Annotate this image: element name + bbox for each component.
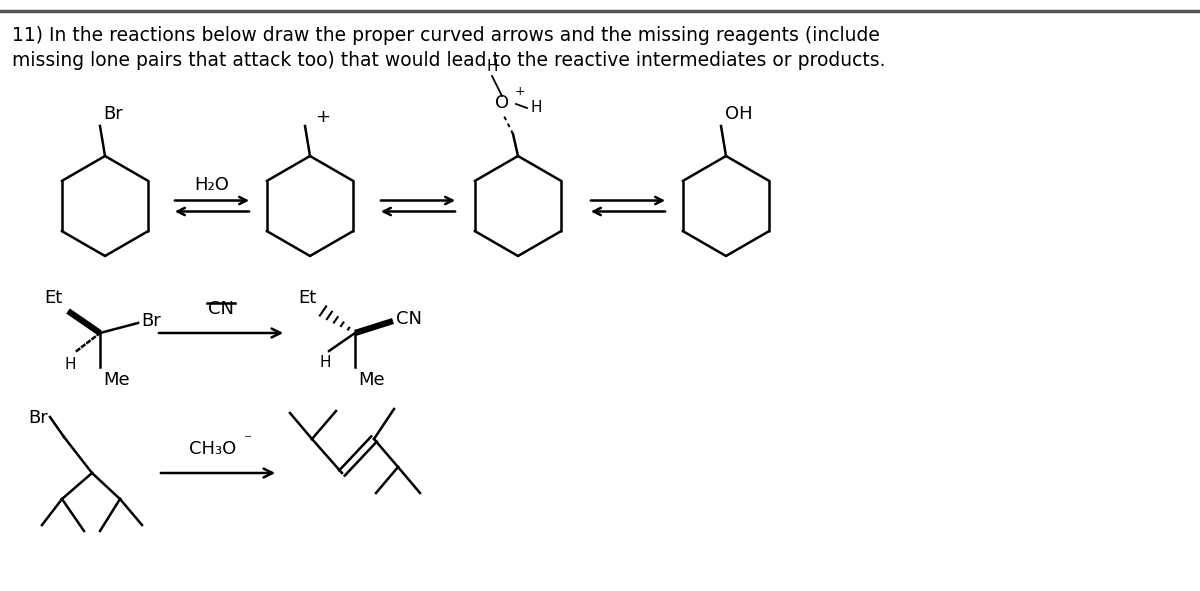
Text: Et: Et: [299, 289, 317, 307]
Text: Br: Br: [103, 105, 122, 123]
Text: Me: Me: [103, 371, 130, 389]
Text: Me: Me: [358, 371, 385, 389]
Text: OH: OH: [725, 105, 752, 123]
Text: H: H: [486, 59, 498, 74]
Text: +: +: [314, 108, 330, 126]
Text: Et: Et: [43, 289, 62, 307]
Text: H: H: [319, 355, 331, 370]
Text: missing lone pairs that attack too) that would lead to the reactive intermediate: missing lone pairs that attack too) that…: [12, 51, 886, 70]
Text: Br: Br: [28, 409, 48, 427]
Text: H: H: [530, 100, 541, 115]
Text: O: O: [494, 94, 509, 112]
Text: ⁻: ⁻: [244, 432, 252, 447]
Text: CN: CN: [208, 300, 234, 318]
Text: CN: CN: [396, 310, 422, 328]
Text: H: H: [65, 357, 76, 372]
Text: Br: Br: [142, 312, 161, 330]
Text: +: +: [515, 85, 526, 98]
Text: 11) In the reactions below draw the proper curved arrows and the missing reagent: 11) In the reactions below draw the prop…: [12, 26, 880, 45]
Text: H₂O: H₂O: [194, 176, 229, 194]
Text: CH₃O: CH₃O: [190, 440, 236, 458]
